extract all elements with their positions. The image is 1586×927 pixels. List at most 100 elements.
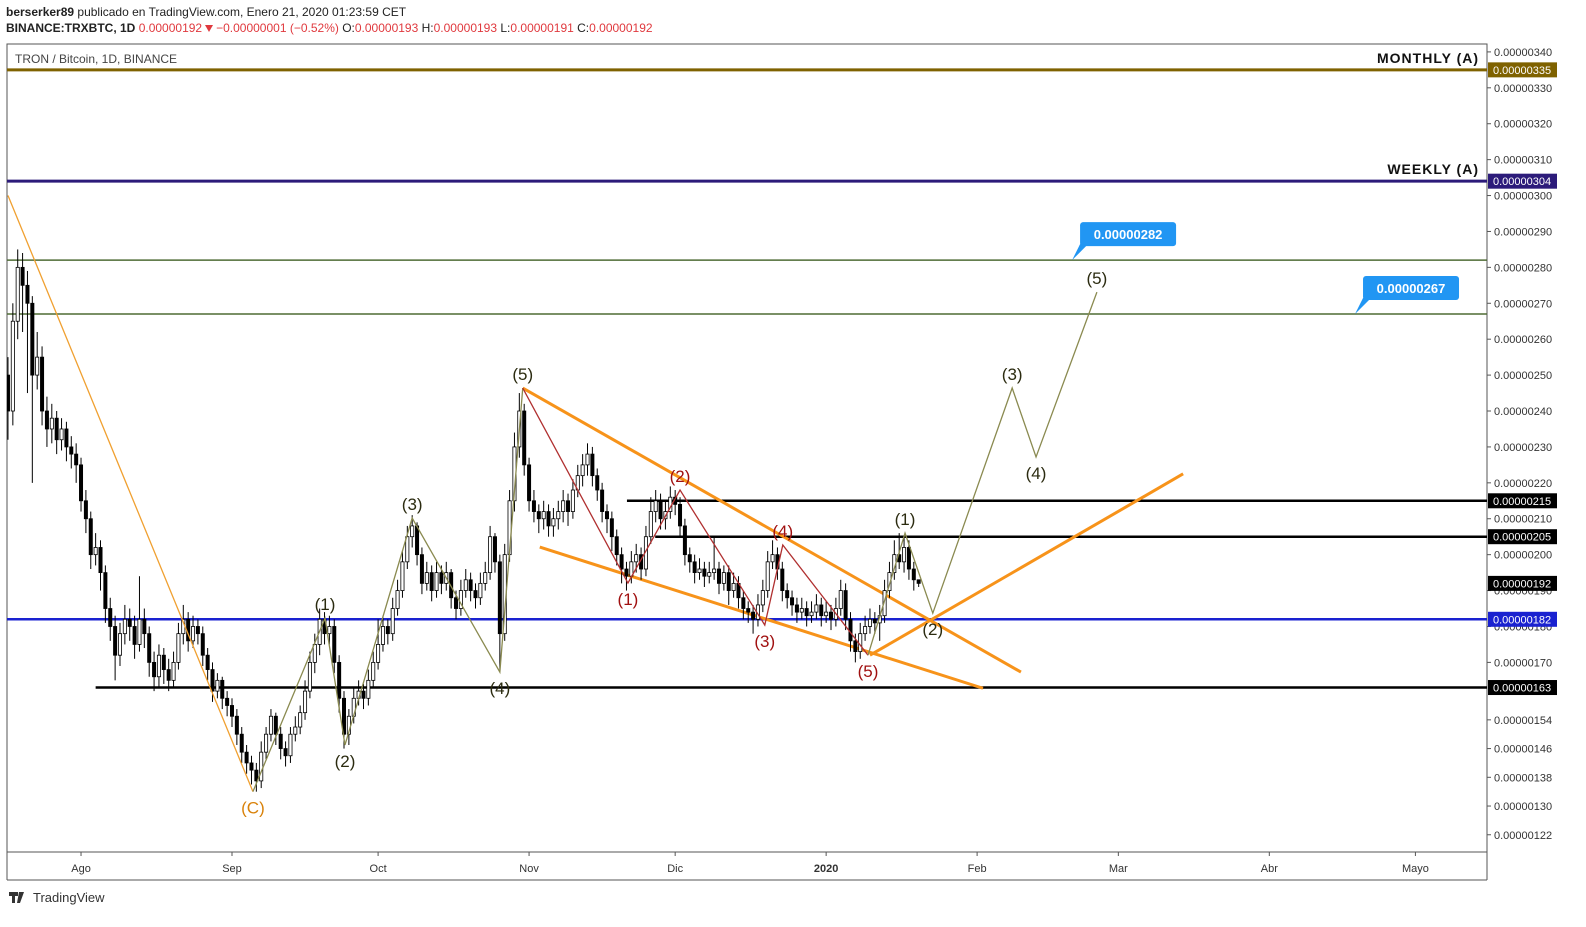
wave-label: (3) [754, 632, 775, 651]
price-tag [1488, 575, 1557, 591]
price-tag-label: 0.00000335 [1493, 65, 1551, 77]
wave-label: (C) [241, 799, 265, 818]
price-tag-label: 0.00000192 [1493, 578, 1551, 590]
candle-body [244, 751, 249, 764]
wave-label: (1) [895, 510, 916, 529]
candle-body [809, 611, 814, 617]
candle-body [88, 518, 93, 556]
candle-body [205, 654, 210, 670]
candle-body [687, 554, 692, 563]
candle-body [176, 633, 181, 663]
axes: 0.00000340 0.00000330 0.00000320 0.00000310… [71, 47, 1557, 875]
candle-body [814, 604, 819, 613]
y-tick-label: 0.00000310 [1494, 155, 1552, 167]
wave-label: (3) [1002, 365, 1023, 384]
candle-body [298, 712, 303, 728]
y-tick-label: 0.00000320 [1494, 119, 1552, 131]
candle-body [390, 608, 395, 635]
candle-body [906, 547, 911, 570]
price-tag-label: 0.00000215 [1493, 496, 1551, 508]
candle-body [721, 572, 726, 584]
candle-body [882, 590, 887, 617]
candle-body [634, 554, 639, 563]
candle-body [556, 511, 561, 520]
y-tick-label: 0.00000154 [1494, 715, 1552, 727]
x-tick-label: Mar [1109, 863, 1128, 875]
plot-frame [6, 43, 1488, 853]
candle-body [361, 690, 366, 699]
candle-body [234, 715, 239, 735]
candle-body [916, 579, 921, 584]
wave-label: (4) [772, 522, 793, 541]
high-value: 0.00000193 [433, 21, 498, 35]
candle-body [385, 626, 390, 635]
y-tick-label: 0.00000130 [1494, 801, 1552, 813]
price-tag [1488, 680, 1557, 696]
candle-body [117, 633, 122, 656]
candle-body [49, 417, 54, 430]
candle-body [600, 489, 605, 512]
trendline [521, 386, 1022, 674]
y-tick-label: 0.00000240 [1494, 406, 1552, 418]
candle-body [7, 374, 10, 412]
candle-body [887, 572, 892, 591]
candle-body [770, 554, 775, 563]
plot-area: MONTHLY (A) WEEKLY (A) 0.00000282 0.0000026… [7, 50, 1487, 818]
candle-body [380, 626, 385, 645]
published: publicado en TradingView.com, Enero 21, … [77, 5, 407, 19]
candle-body [215, 679, 220, 692]
x-tick-label: Ago [71, 863, 91, 875]
callout-label: 0.00000267 [1377, 281, 1446, 296]
candle-body [229, 705, 234, 717]
candle-body [824, 611, 829, 617]
x-tick-label: 2020 [814, 863, 838, 875]
candle-body [454, 597, 459, 609]
candle-body [419, 554, 424, 584]
candle-body [536, 511, 541, 520]
low-label: L: [500, 21, 511, 35]
candle-body [254, 769, 259, 782]
y-tick-label: 0.00000300 [1494, 191, 1552, 203]
x-tick-label: Mayo [1402, 863, 1429, 875]
candle-body [648, 511, 653, 538]
candle-body [843, 590, 848, 620]
y-tick-label: 0.00000280 [1494, 262, 1552, 274]
candle-body [161, 654, 166, 670]
candle-body [682, 525, 687, 556]
candle-body [200, 633, 205, 656]
low-value: 0.00000191 [510, 21, 574, 35]
x-tick-label: Sep [222, 863, 242, 875]
candle-body [25, 284, 30, 304]
candle-body [609, 518, 614, 538]
candle-body [678, 503, 683, 527]
candle-body [492, 536, 497, 563]
y-tick-label: 0.00000200 [1494, 550, 1552, 562]
candle-body [303, 690, 308, 714]
last-price: 0.00000192 [138, 21, 203, 35]
candle-body [585, 453, 590, 466]
candle-body [794, 604, 799, 613]
candle-body [54, 417, 59, 441]
price-tag-label: 0.00000304 [1493, 176, 1551, 188]
candle-body [541, 511, 546, 520]
price-tag [1488, 62, 1557, 78]
candle-body [522, 410, 527, 466]
candle-body [30, 302, 35, 376]
candle-body [259, 751, 264, 782]
y-tick-label: 0.00000270 [1494, 298, 1552, 310]
candle-body [804, 608, 809, 617]
candle-body [653, 500, 658, 512]
candle-body [707, 572, 712, 577]
open-label: O: [342, 21, 355, 35]
candle-body [702, 568, 707, 577]
header-line-2: BINANCE:TRXBTC, 1D 0.00000192 −0.00000001… [6, 20, 653, 36]
y-tick-label: 0.00000146 [1494, 744, 1552, 756]
callout-box [1080, 222, 1177, 247]
price-tag-label: 0.00000205 [1493, 532, 1551, 544]
candle-body [152, 661, 157, 678]
candle-body [449, 572, 454, 599]
candle-body [697, 568, 702, 574]
candle-body [410, 525, 415, 538]
candle-body [570, 489, 575, 512]
candle-body [239, 733, 244, 753]
